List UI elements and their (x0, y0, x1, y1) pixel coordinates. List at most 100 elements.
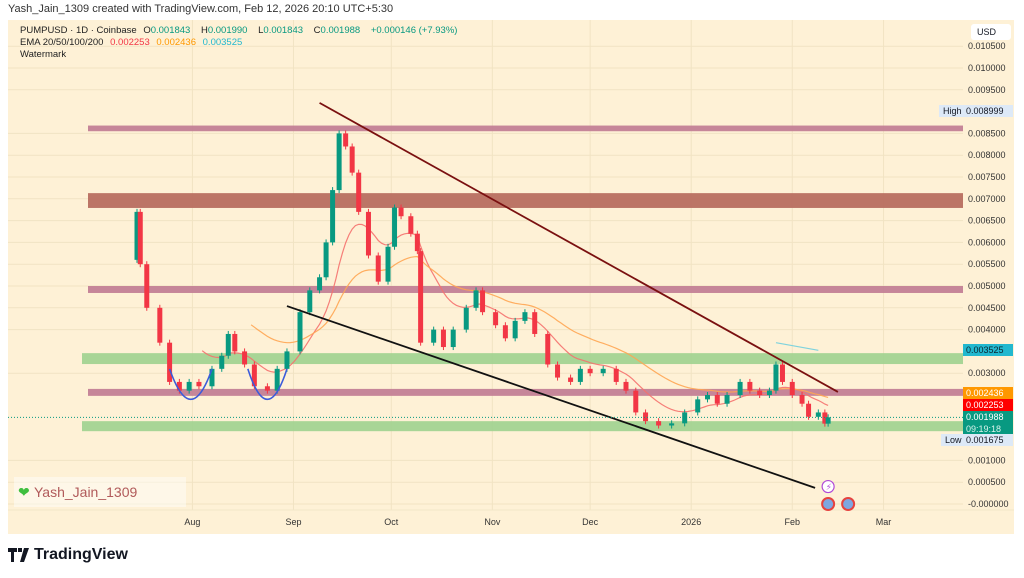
y-tick-label: 0.008500 (968, 128, 1006, 138)
candle (232, 333, 238, 352)
chart-pane[interactable]: 0.010500 0.010000 0.009500 0.008500 0.008000… (8, 20, 1014, 534)
last-price-label: 0.001988 (963, 411, 1013, 423)
c-value: 0.001988 (320, 25, 361, 36)
watermark-legend[interactable]: Watermark (20, 49, 67, 60)
x-tick-label: Sep (285, 517, 301, 527)
y-tick-label: 0.005000 (968, 281, 1006, 291)
candle (587, 368, 593, 374)
candle (317, 277, 323, 291)
ema200-value: 0.003525 (202, 37, 243, 48)
candle (773, 364, 779, 391)
candle (577, 368, 583, 382)
zone-green_band (82, 353, 963, 365)
candle (431, 329, 437, 343)
candle (463, 307, 469, 330)
candle (242, 351, 248, 365)
high: H0.001990 (201, 25, 252, 36)
ema200-price-label: 0.003525 (963, 344, 1013, 356)
candle (789, 381, 795, 395)
candle (522, 312, 528, 321)
candle (157, 307, 163, 343)
candle (502, 325, 508, 339)
close: C0.001988 (314, 25, 365, 36)
zone-pink_band (88, 125, 963, 132)
candle (274, 368, 280, 391)
ema50-line (250, 255, 829, 398)
us-flag-event-icon (841, 497, 856, 511)
tradingview-wordmark: TradingView (34, 546, 128, 563)
open: O0.001843 (143, 25, 194, 36)
candle (385, 246, 391, 282)
candle (512, 320, 518, 339)
y-tick-label: 0.010500 (968, 41, 1006, 51)
candle (682, 412, 688, 424)
y-tick-label: 0.004500 (968, 303, 1006, 313)
candle (225, 333, 231, 356)
currency-button[interactable]: USD (971, 24, 1011, 40)
c-label: C (313, 25, 321, 36)
candle (219, 355, 225, 369)
candle (375, 255, 381, 282)
candle (323, 242, 329, 278)
candle (365, 211, 371, 256)
resistance-trendline (319, 102, 839, 393)
candle (757, 390, 763, 395)
candle (737, 381, 743, 395)
o-label: O (143, 25, 151, 36)
candle (336, 133, 342, 191)
candle (144, 264, 150, 308)
high-price-label: 0.008999 (963, 105, 1013, 117)
zone-brown_band (88, 193, 963, 208)
ema-label[interactable]: EMA 20/50/100/200 (20, 37, 104, 48)
y-tick-label: 0.000500 (968, 477, 1006, 487)
candle (251, 364, 257, 387)
candle (176, 381, 182, 391)
ema20-price-label: 0.002253 (963, 399, 1013, 411)
y-tick-label: 0.006000 (968, 237, 1006, 247)
candle (799, 395, 805, 404)
y-tick-label: 0.008000 (968, 150, 1006, 160)
candle (392, 207, 398, 247)
candle (643, 412, 649, 422)
candle (264, 386, 270, 391)
lightning-event-icon (821, 479, 835, 494)
candle (418, 251, 424, 343)
y-tick-label: 0.010000 (968, 63, 1006, 73)
candle (779, 364, 785, 382)
candle (806, 403, 812, 417)
candle (408, 216, 414, 234)
candle (532, 312, 538, 334)
candle (600, 368, 606, 374)
x-tick-label: Nov (484, 517, 501, 527)
candle (349, 146, 355, 173)
ema-legend: EMA 20/50/100/200 0.002253 0.002436 0.00… (20, 37, 246, 48)
x-tick-label: Dec (582, 517, 599, 527)
h-value: 0.001990 (207, 25, 248, 36)
y-tick-label: 0.007500 (968, 172, 1006, 182)
candle (724, 395, 730, 404)
tradingview-logo-icon (8, 548, 29, 562)
symbol-label[interactable]: PUMPUSD · 1D · Coinbase (20, 25, 137, 36)
y-tick-label: 0.006500 (968, 216, 1006, 226)
chart-credit: Yash_Jain_1309 created with TradingView.… (8, 3, 394, 15)
lightning-glyph: ⚡ (826, 482, 832, 492)
y-tick-label: 0.001000 (968, 455, 1006, 465)
x-tick-label: Mar (876, 517, 892, 527)
ema200-line (775, 342, 819, 351)
candle (705, 395, 710, 400)
o-value: 0.001843 (150, 25, 191, 36)
zone-pink_band (88, 388, 963, 396)
y-tick-label: 0.009500 (968, 85, 1006, 95)
candle (633, 390, 639, 413)
candle (747, 381, 753, 391)
candle (714, 395, 720, 404)
candle (480, 290, 486, 313)
candle (545, 333, 551, 365)
tradingview-logo[interactable]: TradingView (8, 546, 128, 564)
x-tick-label: Aug (184, 517, 200, 527)
change-value: +0.000146 (+7.93%) (370, 25, 458, 36)
candle (822, 412, 828, 424)
ema50-price-label: 0.002436 (963, 387, 1013, 399)
price-chart[interactable]: 0.010500 0.010000 0.009500 0.008500 0.008000… (8, 20, 1014, 534)
l-label: L (258, 25, 264, 36)
